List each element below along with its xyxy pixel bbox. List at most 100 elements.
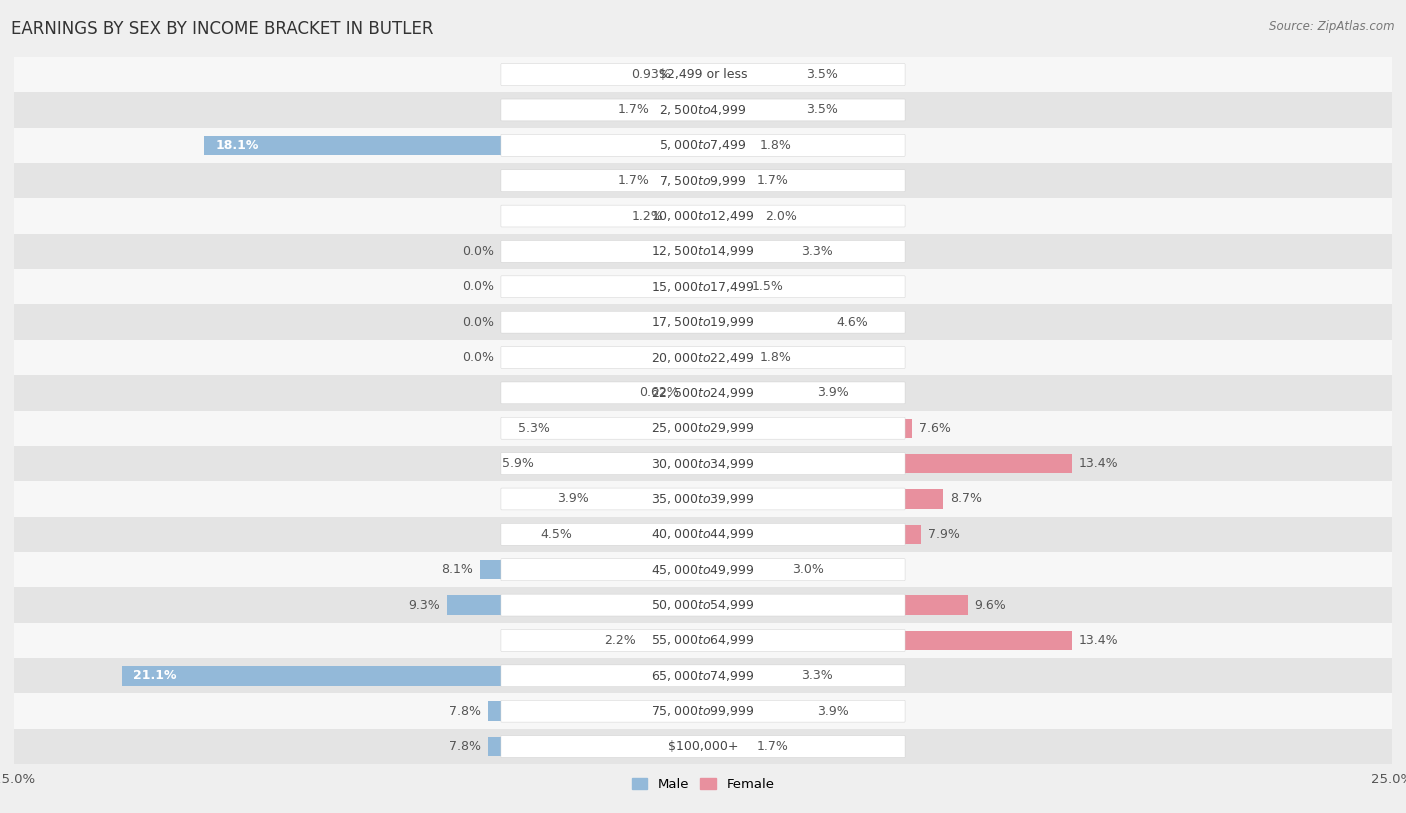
- Bar: [14, 92, 1392, 128]
- Text: $75,000 to $99,999: $75,000 to $99,999: [651, 704, 755, 718]
- FancyBboxPatch shape: [501, 736, 905, 758]
- Bar: [488, 702, 703, 721]
- FancyBboxPatch shape: [501, 170, 905, 192]
- Bar: [14, 198, 1392, 234]
- Bar: [14, 481, 1392, 517]
- Text: 3.3%: 3.3%: [801, 245, 832, 258]
- Bar: [204, 136, 703, 155]
- Text: 9.6%: 9.6%: [974, 598, 1007, 611]
- Text: $22,500 to $24,999: $22,500 to $24,999: [651, 386, 755, 400]
- Text: 5.3%: 5.3%: [519, 422, 550, 435]
- Bar: [14, 57, 1392, 92]
- FancyBboxPatch shape: [501, 346, 905, 368]
- Bar: [14, 587, 1392, 623]
- Bar: [657, 171, 703, 190]
- Text: $65,000 to $74,999: $65,000 to $74,999: [651, 669, 755, 683]
- Bar: [703, 241, 794, 261]
- Text: 8.1%: 8.1%: [441, 563, 472, 576]
- Bar: [14, 729, 1392, 764]
- Bar: [703, 560, 786, 580]
- Bar: [643, 631, 703, 650]
- Bar: [14, 304, 1392, 340]
- Bar: [557, 419, 703, 438]
- Text: 7.9%: 7.9%: [928, 528, 959, 541]
- Bar: [14, 128, 1392, 163]
- Text: $55,000 to $64,999: $55,000 to $64,999: [651, 633, 755, 647]
- Bar: [14, 693, 1392, 729]
- Text: 0.0%: 0.0%: [463, 315, 495, 328]
- Bar: [669, 207, 703, 226]
- FancyBboxPatch shape: [501, 453, 905, 475]
- Text: $2,499 or less: $2,499 or less: [659, 68, 747, 81]
- Text: 21.1%: 21.1%: [132, 669, 176, 682]
- Text: 5.9%: 5.9%: [502, 457, 533, 470]
- Bar: [579, 524, 703, 544]
- Bar: [703, 702, 810, 721]
- Bar: [703, 737, 749, 756]
- FancyBboxPatch shape: [501, 629, 905, 651]
- Text: 3.9%: 3.9%: [817, 705, 849, 718]
- Text: 13.4%: 13.4%: [1080, 457, 1119, 470]
- FancyBboxPatch shape: [501, 311, 905, 333]
- Bar: [703, 383, 810, 402]
- Text: 7.8%: 7.8%: [449, 705, 481, 718]
- Bar: [14, 446, 1392, 481]
- Bar: [703, 171, 749, 190]
- Bar: [703, 454, 1073, 473]
- FancyBboxPatch shape: [501, 417, 905, 439]
- Bar: [14, 340, 1392, 375]
- Text: 1.2%: 1.2%: [631, 210, 664, 223]
- Bar: [703, 595, 967, 615]
- Text: 7.6%: 7.6%: [920, 422, 952, 435]
- Bar: [479, 560, 703, 580]
- Text: 1.5%: 1.5%: [751, 280, 783, 293]
- Bar: [447, 595, 703, 615]
- Bar: [14, 376, 1392, 411]
- Text: 9.3%: 9.3%: [408, 598, 440, 611]
- Bar: [14, 233, 1392, 269]
- Text: EARNINGS BY SEX BY INCOME BRACKET IN BUTLER: EARNINGS BY SEX BY INCOME BRACKET IN BUT…: [11, 20, 433, 38]
- Bar: [703, 277, 744, 297]
- FancyBboxPatch shape: [501, 559, 905, 580]
- Bar: [14, 623, 1392, 659]
- Text: 3.0%: 3.0%: [793, 563, 824, 576]
- FancyBboxPatch shape: [501, 665, 905, 687]
- FancyBboxPatch shape: [501, 382, 905, 404]
- Text: $12,500 to $14,999: $12,500 to $14,999: [651, 245, 755, 259]
- Bar: [703, 489, 943, 509]
- Text: 1.7%: 1.7%: [756, 740, 789, 753]
- Bar: [703, 524, 921, 544]
- Bar: [703, 348, 752, 367]
- Bar: [14, 552, 1392, 587]
- Text: 13.4%: 13.4%: [1080, 634, 1119, 647]
- FancyBboxPatch shape: [501, 276, 905, 298]
- Text: 3.9%: 3.9%: [557, 493, 589, 506]
- Text: 0.0%: 0.0%: [463, 280, 495, 293]
- Text: 0.93%: 0.93%: [631, 68, 671, 81]
- Text: $45,000 to $49,999: $45,000 to $49,999: [651, 563, 755, 576]
- FancyBboxPatch shape: [501, 205, 905, 227]
- Bar: [703, 631, 1073, 650]
- Text: Source: ZipAtlas.com: Source: ZipAtlas.com: [1270, 20, 1395, 33]
- Text: $17,500 to $19,999: $17,500 to $19,999: [651, 315, 755, 329]
- Bar: [686, 383, 703, 402]
- Bar: [14, 659, 1392, 693]
- Text: 2.2%: 2.2%: [603, 634, 636, 647]
- FancyBboxPatch shape: [501, 241, 905, 263]
- Text: 3.9%: 3.9%: [817, 386, 849, 399]
- Text: $5,000 to $7,499: $5,000 to $7,499: [659, 138, 747, 152]
- Text: 1.7%: 1.7%: [617, 174, 650, 187]
- Text: 3.5%: 3.5%: [807, 103, 838, 116]
- Text: 3.3%: 3.3%: [801, 669, 832, 682]
- Bar: [596, 489, 703, 509]
- Text: 4.5%: 4.5%: [540, 528, 572, 541]
- FancyBboxPatch shape: [501, 524, 905, 546]
- Text: $30,000 to $34,999: $30,000 to $34,999: [651, 457, 755, 471]
- Text: 1.7%: 1.7%: [756, 174, 789, 187]
- Text: 18.1%: 18.1%: [215, 139, 259, 152]
- Text: $40,000 to $44,999: $40,000 to $44,999: [651, 528, 755, 541]
- Text: $25,000 to $29,999: $25,000 to $29,999: [651, 421, 755, 435]
- Bar: [14, 269, 1392, 304]
- Bar: [703, 666, 794, 685]
- FancyBboxPatch shape: [501, 63, 905, 85]
